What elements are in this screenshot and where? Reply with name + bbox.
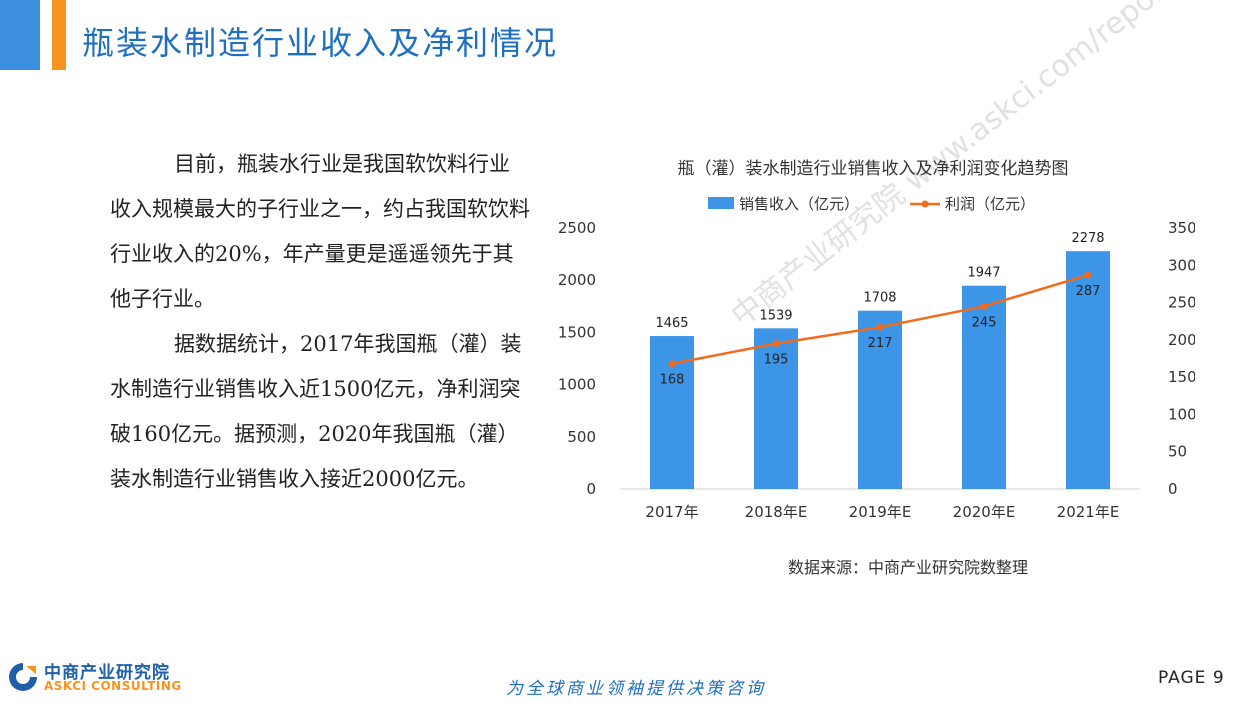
bar-data-label: 1539 [759,308,792,323]
legend-line-marker [921,200,929,208]
chart-plot-area: 0 500 1000 1500 2000 2500 0 50 100 150 200 250 300 35… [558,219,1195,521]
bar [962,285,1006,489]
revenue-profit-chart: 瓶（灌）装水制造行业销售收入及净利润变化趋势图 销售收入（亿元） 利润（亿元） 0… [558,159,1195,521]
data-source: 数据来源：中商产业研究院数整理 [788,558,1029,577]
page-title: 瓶装水制造行业收入及净利情况 [82,24,559,62]
profit-point [772,340,780,348]
slogan: 为全球商业领袖提供决策咨询 [506,679,766,699]
bar-data-label: 1947 [967,266,1000,281]
x-tick-label: 2017年 [645,503,698,521]
paragraph-2: 据数据统计，2017年我国瓶（灌）装水制造行业销售收入近1500亿元，净利润突破… [110,332,522,491]
y-left-tick-label: 1500 [558,323,596,341]
y-right-tick-label: 250 [1168,294,1195,312]
paragraph-1: 目前，瓶装水行业是我国软饮料行业收入规模最大的子行业之一，约占我国软饮料行业收入… [110,152,530,311]
profit-point [1084,271,1092,279]
bar-data-label: 1465 [655,316,688,331]
x-tick-label: 2020年E [953,503,1016,521]
bar [754,328,798,489]
y-right-tick-label: 300 [1168,256,1195,274]
bar-data-label: 2278 [1071,231,1104,246]
logo-icon [9,663,37,691]
y-left-tick-label: 2000 [558,271,596,289]
bar [858,310,902,489]
profit-data-label: 217 [868,336,893,351]
bar [650,336,694,489]
logo-text-cn: 中商产业研究院 [44,663,170,683]
y-right-tick-label: 50 [1168,443,1187,461]
legend-line-label: 利润（亿元） [945,195,1035,213]
x-tick-label: 2019年E [849,503,912,521]
chart-legend: 销售收入（亿元） 利润（亿元） [708,195,1035,213]
profit-data-label: 168 [660,373,685,388]
chart-title: 瓶（灌）装水制造行业销售收入及净利润变化趋势图 [678,159,1069,179]
profit-point [668,360,676,368]
profit-point [980,302,988,310]
x-tick-label: 2021年E [1057,503,1120,521]
legend-bar-swatch [708,197,734,209]
profit-point [876,323,884,331]
profit-data-label: 245 [972,315,997,330]
y-left-tick-label: 1000 [558,376,596,394]
legend-bar-label: 销售收入（亿元） [739,195,859,213]
y-right-tick-label: 200 [1168,331,1195,349]
company-logo: 中商产业研究院 ASKCI CONSULTING [6,658,186,698]
header-orange-block [52,0,66,70]
logo-text-en: ASKCI CONSULTING [44,679,182,693]
y-left-tick-label: 2500 [558,219,596,237]
y-right-tick-label: 100 [1168,405,1195,423]
header-blue-block [0,0,40,70]
y-left-tick-label: 0 [586,480,596,498]
bar-data-label: 1708 [863,291,896,306]
y-right-tick-label: 350 [1168,219,1195,237]
y-right-tick-label: 0 [1168,480,1178,498]
bar [1066,251,1110,489]
x-tick-label: 2018年E [745,503,808,521]
profit-data-label: 195 [764,353,789,368]
body-text: 目前，瓶装水行业是我国软饮料行业收入规模最大的子行业之一，约占我国软饮料行业收入… [110,142,530,502]
page-number: PAGE 9 [1158,668,1225,688]
profit-data-label: 287 [1076,284,1101,299]
y-left-tick-label: 500 [567,428,596,446]
y-right-tick-label: 150 [1168,368,1195,386]
